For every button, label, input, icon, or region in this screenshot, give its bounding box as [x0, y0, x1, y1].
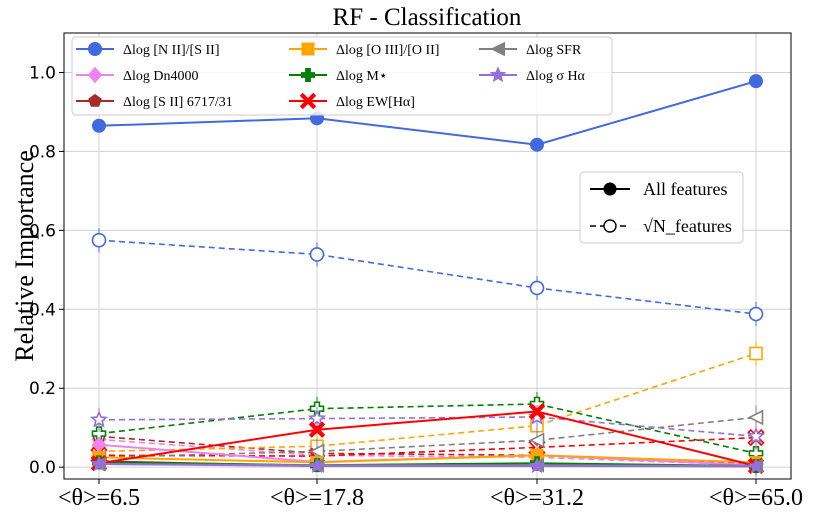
- data-point: [91, 232, 107, 248]
- legend-frame: [71, 36, 613, 116]
- legend-marker: [88, 93, 102, 107]
- data-point: [92, 118, 106, 133]
- x-tick-label: <θ>=31.2: [490, 485, 584, 511]
- data-point: [307, 409, 327, 427]
- y-tick-label: 0.8: [29, 142, 56, 162]
- series-group: [89, 74, 766, 478]
- legend-marker: [301, 42, 315, 56]
- data-point: [308, 457, 326, 474]
- series-line: [98, 239, 757, 315]
- data-point: [747, 409, 764, 426]
- y-axis-ticks: 0.0 0.2 0.4 0.6 0.8 1.0: [29, 63, 64, 478]
- legend-label: Δlog Dn4000: [123, 69, 199, 84]
- plot-frame: [63, 32, 792, 480]
- style-legend-marker: [603, 182, 617, 196]
- data-point: [309, 247, 325, 262]
- legend: Δlog [N II]/[S II] Δlog Dn4000 Δlog [S II]…: [71, 36, 613, 116]
- style-legend-marker: [603, 219, 617, 233]
- series-line: [98, 416, 757, 459]
- x-tick-label: <θ>=65.0: [709, 485, 803, 511]
- style-legend-label: All features: [643, 179, 727, 199]
- data-point: [528, 403, 546, 420]
- x-axis-ticks: <θ>=6.5 <θ>=17.8 <θ>=31.2 <θ>=65.0: [58, 479, 803, 511]
- data-point: [749, 74, 763, 89]
- data-point: [529, 280, 545, 296]
- y-axis-label: Relative Importance: [10, 150, 39, 362]
- legend-label: Δlog M⋆: [336, 69, 388, 84]
- legend-marker: [301, 68, 315, 82]
- legend-label: Δlog SFR: [526, 43, 582, 58]
- style-legend: All features √N_features: [579, 171, 744, 244]
- y-tick-label: 1.0: [29, 63, 56, 83]
- data-point: [90, 455, 108, 472]
- chart-title: RF - Classification: [333, 4, 522, 31]
- data-point: [747, 457, 765, 474]
- series-line: [98, 80, 757, 146]
- legend-marker: [299, 92, 317, 110]
- legend-label: Δlog σ Hα: [526, 69, 586, 84]
- data-point: [89, 410, 109, 428]
- legend-label: Δlog [O III]/[O II]: [336, 43, 439, 58]
- series-line: [98, 410, 757, 467]
- y-tick-label: 0.2: [29, 379, 56, 399]
- data-point: [308, 421, 326, 438]
- data-point: [530, 137, 544, 152]
- y-tick-label: 0.0: [29, 458, 56, 478]
- data-point: [528, 457, 546, 474]
- data-point: [746, 426, 766, 445]
- legend-marker: [88, 42, 102, 56]
- y-tick-label: 0.6: [29, 221, 56, 241]
- data-point: [748, 306, 764, 322]
- y-tick-label: 0.4: [29, 300, 56, 320]
- x-tick-label: <θ>=6.5: [58, 485, 140, 511]
- legend-marker: [490, 41, 505, 57]
- series-line: [98, 463, 757, 468]
- data-point: [749, 346, 763, 361]
- legend-label: Δlog EW[Hα]: [336, 95, 415, 110]
- legend-label: Δlog [N II]/[S II]: [123, 43, 219, 58]
- style-legend-label: √N_features: [643, 216, 732, 236]
- legend-marker: [87, 66, 103, 84]
- legend-label: Δlog [S II] 6717/31: [123, 95, 233, 110]
- series-line: [98, 403, 757, 455]
- x-tick-label: <θ>=17.8: [270, 485, 364, 511]
- legend-marker: [489, 66, 507, 83]
- data-point: [528, 432, 545, 449]
- series-line: [98, 352, 757, 453]
- series-line: [98, 454, 757, 464]
